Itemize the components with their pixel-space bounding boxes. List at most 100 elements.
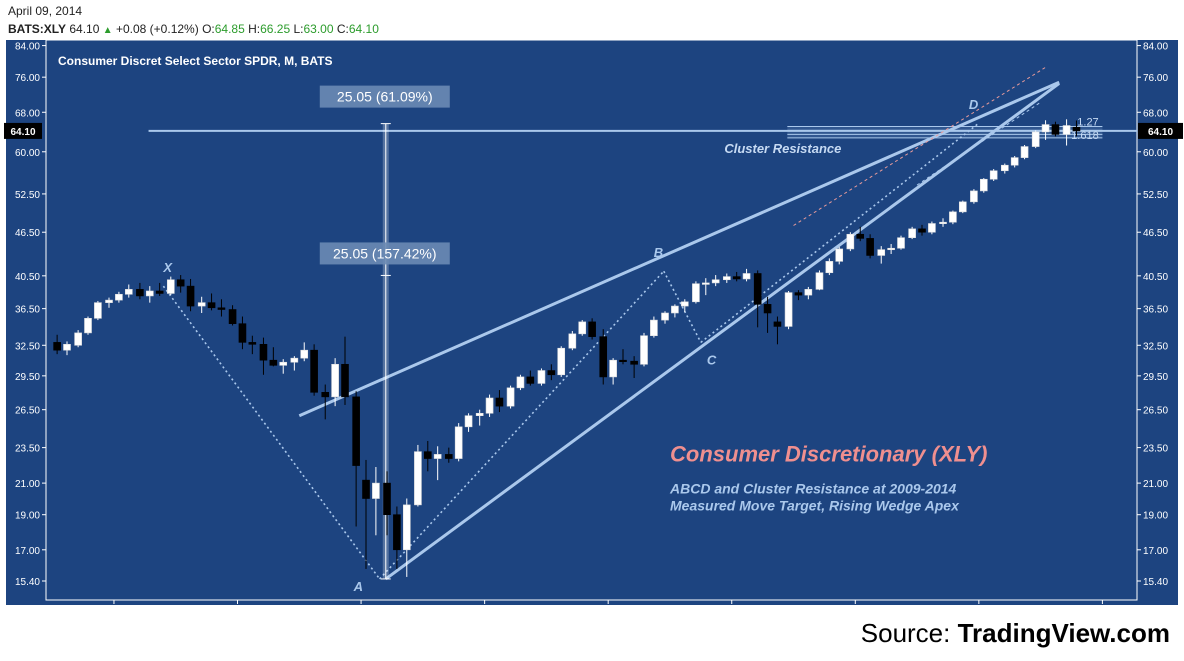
candle-body — [372, 482, 380, 499]
candle-body — [145, 290, 154, 297]
candle-body — [166, 279, 175, 294]
candle-body — [475, 412, 484, 417]
y-tick-label-left: 32.50 — [15, 341, 40, 352]
candle-body — [74, 332, 82, 346]
open-label: O: — [202, 22, 215, 36]
candle-body — [763, 304, 772, 314]
candle-body — [423, 451, 432, 459]
candle-body — [393, 514, 401, 551]
candle-body — [259, 344, 268, 361]
source-brand[interactable]: TradingView.com — [957, 618, 1170, 648]
candle-body — [630, 360, 638, 365]
y-tick-label-left: 21.00 — [15, 479, 40, 490]
candle-body — [1020, 146, 1029, 158]
candle-body — [526, 376, 535, 384]
candle-body — [732, 276, 741, 280]
low-label: L: — [293, 22, 304, 36]
last-price-tag-right — [1138, 122, 1183, 139]
candle-body — [321, 392, 330, 398]
candle-body — [928, 223, 936, 233]
candlestick-chart[interactable]: X A B C D 25.05 (61.09%) 25.05 (157.42%) Cluste… — [0, 40, 1184, 606]
candle-body — [341, 363, 349, 398]
candle-body — [136, 289, 144, 297]
candle-body — [1041, 124, 1050, 133]
candle-body — [958, 201, 967, 213]
high-label: H: — [248, 22, 261, 36]
candle-body — [835, 248, 844, 262]
y-tick-label-left: 36.50 — [15, 305, 40, 316]
candle-body — [217, 307, 226, 310]
y-tick-label-left: 84.00 — [15, 42, 40, 53]
candle-body — [784, 292, 793, 327]
candle-body — [402, 504, 411, 551]
candle-body — [619, 359, 627, 362]
candle-body — [877, 249, 886, 256]
candle-body — [124, 289, 133, 295]
candle-body — [248, 342, 257, 345]
annotation-line: Measured Move Target, Rising Wedge Apex — [670, 497, 960, 513]
last-price: 64.10 — [69, 22, 100, 36]
candle-body — [794, 292, 803, 296]
abcd-point-label: D — [969, 97, 979, 112]
candle-body — [290, 357, 299, 363]
candle-body — [506, 387, 515, 407]
measured-move-lower-label-box — [319, 242, 450, 265]
candle-body — [609, 359, 617, 378]
measured-move-lower-label: 25.05 (157.42%) — [333, 245, 437, 261]
measured-move-upper-label: 25.05 (61.09%) — [337, 89, 433, 105]
candle-body — [352, 396, 360, 466]
candle-body — [815, 272, 824, 290]
y-tick-label-left: 68.00 — [15, 108, 40, 119]
candle-body — [362, 479, 370, 499]
candle-body — [537, 370, 546, 384]
abcd-point-label: X — [162, 260, 173, 275]
measured-move-upper-label-box — [319, 85, 450, 108]
candle-body — [454, 426, 463, 459]
up-arrow-icon: ▲ — [102, 25, 113, 36]
candle-body — [578, 321, 587, 335]
candle-body — [279, 361, 288, 366]
candle-body — [753, 273, 762, 305]
symbol: BATS:XLY — [8, 22, 67, 36]
candle-body — [207, 302, 216, 309]
candle-body — [692, 283, 700, 303]
y-tick-label-right: 21.00 — [1143, 479, 1168, 490]
candle-body — [228, 309, 237, 324]
y-tick-label-left: 76.00 — [15, 73, 40, 84]
candle-body — [908, 228, 916, 239]
y-tick-label-left: 40.50 — [15, 272, 40, 283]
abcd-point-label: A — [353, 579, 363, 594]
candle-body — [887, 247, 895, 251]
candle-body — [444, 454, 453, 459]
annotation-line: ABCD and Cluster Resistance at 2009-2014 — [669, 480, 957, 496]
candle-body — [711, 279, 720, 284]
candle-body — [1062, 125, 1071, 135]
candle-body — [661, 312, 669, 321]
candle-body — [599, 336, 608, 378]
source-credit: Source: TradingView.com — [861, 618, 1170, 649]
candle-body — [918, 228, 926, 233]
candle-body — [115, 293, 123, 301]
annotation-title: Consumer Discretionary (XLY) — [670, 441, 987, 466]
candle-body — [53, 342, 61, 351]
candle-body — [640, 335, 648, 365]
annotations: X A B C D 25.05 (61.09%) 25.05 (157.42%) Cluste… — [4, 85, 1183, 594]
candle-body — [588, 321, 596, 337]
y-tick-label-right: 32.50 — [1143, 341, 1168, 352]
candle-body — [1072, 126, 1081, 132]
candle-body — [970, 190, 978, 203]
axis-frame — [45, 40, 1138, 601]
candle-body — [84, 318, 92, 334]
quote-line: BATS:XLY 64.10 ▲ +0.08 (+0.12%) O:64.85 … — [8, 22, 379, 36]
low-value: 63.00 — [303, 22, 334, 36]
candle-body — [383, 482, 391, 515]
last-price-tag-left — [4, 122, 42, 139]
source-prefix: Source: — [860, 618, 958, 648]
y-tick-label-right: 46.50 — [1143, 228, 1168, 239]
cluster-resistance-label: Cluster Resistance — [724, 141, 841, 156]
candle-body — [94, 302, 102, 319]
drawing-overlays — [148, 66, 1137, 581]
y-tick-label-left: 19.00 — [15, 511, 40, 522]
candle-body — [949, 211, 957, 223]
y-tick-label-right: 76.00 — [1143, 73, 1168, 84]
